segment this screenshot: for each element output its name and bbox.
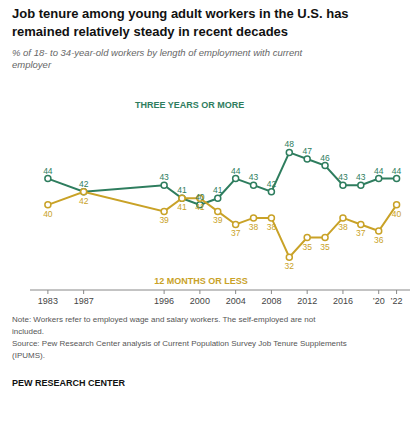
data-label: 38 [338, 222, 348, 232]
point [161, 182, 167, 188]
data-label: 47 [302, 146, 312, 156]
point [251, 182, 257, 188]
data-label: 42 [267, 179, 277, 189]
data-label: 32 [285, 261, 295, 271]
title: Job tenure among young adult workers in … [12, 6, 349, 21]
point [394, 202, 400, 208]
data-label: 35 [320, 242, 330, 252]
data-labels: 4442434140414443424847464343444440423941… [43, 139, 401, 271]
x-tick-label: 2000 [190, 296, 210, 306]
x-tick-label: ’20 [373, 296, 385, 306]
x-tick [199, 290, 200, 294]
x-tick-label: 2012 [297, 296, 317, 306]
point [161, 208, 167, 214]
data-label: 43 [356, 172, 366, 182]
point [81, 189, 87, 195]
note: Note: Workers refer to employed wage and… [12, 315, 316, 324]
data-label: 39 [159, 215, 169, 225]
source: PEW RESEARCH CENTER [12, 378, 126, 388]
data-label: 42 [79, 196, 89, 206]
data-label: 41 [213, 185, 223, 195]
point [376, 228, 382, 234]
series-label: 12 MONTHS OR LESS [154, 276, 248, 286]
plot-marks [45, 149, 400, 260]
series-label: THREE YEARS OR MORE [135, 100, 244, 110]
x-axis [30, 290, 410, 291]
data-label: 44 [231, 166, 241, 176]
x-tick-label: ’22 [391, 296, 403, 306]
point [179, 195, 185, 201]
x-tick [235, 290, 236, 294]
x-tick-label: 2004 [226, 296, 246, 306]
data-label: 43 [159, 172, 169, 182]
note: (IPUMS). [12, 351, 45, 360]
point [304, 235, 310, 241]
point [304, 156, 310, 162]
x-tick-label: 1983 [38, 296, 58, 306]
x-tick-label: 1987 [74, 296, 94, 306]
point [286, 149, 292, 155]
series-line [48, 152, 397, 204]
x-tick [378, 290, 379, 294]
point [358, 182, 364, 188]
x-tick [342, 290, 343, 294]
point [322, 163, 328, 169]
title: remained relatively steady in recent dec… [12, 24, 288, 39]
x-tick [47, 290, 48, 294]
data-label: 44 [392, 166, 402, 176]
point [322, 235, 328, 241]
point [45, 202, 51, 208]
chart: Job tenure among young adult workers in … [0, 0, 420, 432]
x-tick-label: 1996 [154, 296, 174, 306]
data-label: 37 [356, 228, 366, 238]
data-label: 46 [320, 153, 330, 163]
x-tick-label: 2016 [333, 296, 353, 306]
point [286, 254, 292, 260]
x-tick [396, 290, 397, 294]
x-tick [271, 290, 272, 294]
point [233, 221, 239, 227]
data-label: 40 [392, 209, 402, 219]
data-label: 35 [302, 242, 312, 252]
series-line [48, 192, 397, 258]
data-label: 41 [177, 202, 187, 212]
x-tick-label: 2008 [261, 296, 281, 306]
data-label: 36 [374, 235, 384, 245]
data-label: 40 [195, 192, 205, 202]
point [376, 176, 382, 182]
point [340, 182, 346, 188]
point [358, 221, 364, 227]
point [268, 215, 274, 221]
data-label: 41 [177, 185, 187, 195]
data-label: 38 [267, 222, 277, 232]
data-label: 43 [338, 172, 348, 182]
point [45, 176, 51, 182]
point [394, 176, 400, 182]
point [81, 189, 87, 195]
data-label: 37 [231, 228, 241, 238]
data-label: 38 [249, 222, 259, 232]
data-label: 43 [249, 172, 259, 182]
subtitle: employer [12, 59, 52, 70]
note: Source: Pew Research Center analysis of … [12, 339, 347, 348]
x-tick [83, 290, 84, 294]
point [340, 215, 346, 221]
point [251, 215, 257, 221]
point [179, 195, 185, 201]
subtitle: % of 18- to 34-year-old workers by lengt… [12, 47, 303, 58]
x-tick [164, 290, 165, 294]
data-label: 40 [43, 209, 53, 219]
point [268, 189, 274, 195]
point [233, 176, 239, 182]
data-label: 42 [79, 179, 89, 189]
data-label: 41 [195, 202, 205, 212]
note: included. [12, 327, 44, 336]
point [215, 208, 221, 214]
data-label: 48 [285, 139, 295, 149]
data-label: 44 [43, 166, 53, 176]
data-label: 39 [213, 215, 223, 225]
point [215, 195, 221, 201]
data-label: 44 [374, 166, 384, 176]
x-tick [307, 290, 308, 294]
